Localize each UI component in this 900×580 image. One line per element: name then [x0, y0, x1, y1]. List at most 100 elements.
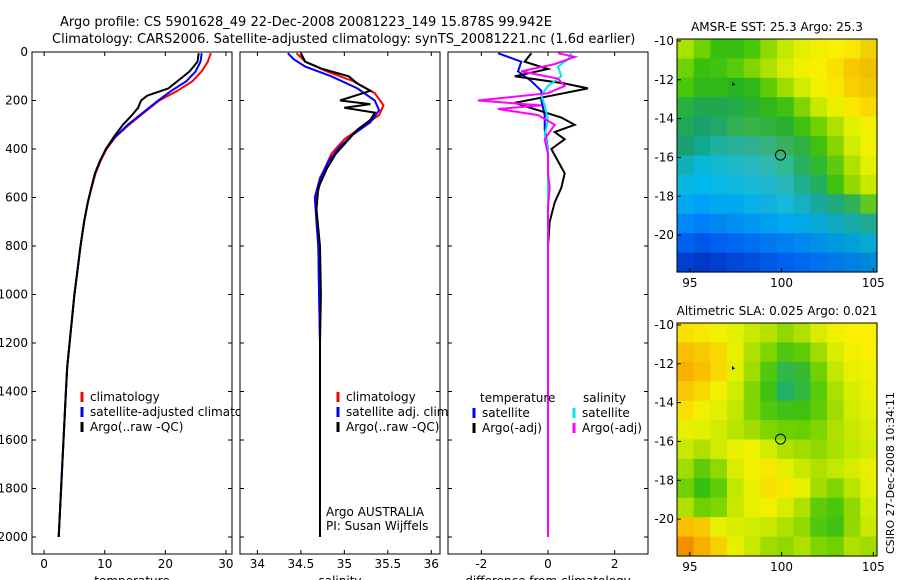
sst_map-cell — [727, 174, 745, 195]
sla_map-cell — [860, 381, 878, 402]
sst_map-cell — [860, 116, 878, 137]
sst_map-cell — [693, 136, 711, 157]
sla_map-cell — [860, 361, 878, 382]
sst_map-cell — [727, 252, 745, 273]
sla_map-cell — [693, 323, 711, 344]
sst_map-cell — [793, 77, 811, 98]
sst_map-cell — [693, 252, 711, 273]
sla_map-cell — [777, 323, 795, 344]
sst_map-ytick-label: -16 — [654, 150, 674, 164]
sst_map-cell — [743, 58, 761, 79]
sst_map-cell — [710, 252, 728, 273]
sla_map-cell — [743, 439, 761, 460]
sla_map-cell — [843, 400, 861, 421]
sla_map-cell — [677, 439, 695, 460]
sla_map-cell — [677, 517, 695, 538]
sst_map-cell — [810, 97, 828, 118]
temperature-ytick-label: 200 — [5, 94, 28, 108]
sst_map-cell — [810, 213, 828, 234]
sla_map-frame — [676, 322, 878, 557]
sla_map-cell — [677, 458, 695, 479]
sla_map-cell — [827, 478, 845, 499]
sst_map-cell — [760, 233, 778, 254]
sst_map-cell — [793, 213, 811, 234]
difference-legend-entry: Argo(-adj) — [482, 421, 542, 435]
sla_map-cell — [693, 536, 711, 557]
sla_map-cell — [727, 478, 745, 499]
difference-legend-entry: Argo(-adj) — [582, 421, 642, 435]
sst_map-cell — [827, 155, 845, 176]
sst_map-cell — [677, 136, 695, 157]
sla_map-cell — [693, 439, 711, 460]
sst_map-cell — [743, 233, 761, 254]
sla_map-cell — [860, 323, 878, 344]
sla-map-panel: 95 100 105 -10 -12 -14 -16 -18 -20 Altimetric SLA… — [654, 304, 884, 574]
sst_map-cell — [777, 77, 795, 98]
temperature-xlabel: temperature — [94, 574, 169, 580]
sla_map-cell — [710, 536, 728, 557]
sla_map-cell — [710, 361, 728, 382]
sst_map-cell — [677, 58, 695, 79]
sla_map-cell — [843, 381, 861, 402]
sst_map-ytick-label: -12 — [654, 73, 674, 87]
sst_map-cell — [843, 58, 861, 79]
sst_map-cell — [860, 233, 878, 254]
sst_map-cell — [710, 116, 728, 137]
sst_map-cell — [760, 116, 778, 137]
sla_map-cell — [727, 400, 745, 421]
sla_map-cell — [827, 361, 845, 382]
sla_map-cell — [727, 517, 745, 538]
sla_map-cell — [760, 323, 778, 344]
sst_map-cell — [743, 97, 761, 118]
figure-title-line2: Climatology: CARS2006. Satellite-adjuste… — [52, 32, 635, 47]
sst_map-cell — [843, 233, 861, 254]
sst_map-cell — [727, 39, 745, 60]
sla_map-cell — [743, 342, 761, 363]
sst_map-cell — [693, 77, 711, 98]
sst_map-cell — [727, 194, 745, 215]
sst_map-title: AMSR-E SST: 25.3 Argo: 25.3 — [691, 20, 863, 34]
sst_map-cell — [827, 194, 845, 215]
sla_map-cell — [777, 497, 795, 518]
sst_map-cell — [860, 39, 878, 60]
sst_map-cell — [677, 174, 695, 195]
sst_map-cell — [743, 136, 761, 157]
sst_map-cell — [760, 97, 778, 118]
salinity-xtick-label: 35 — [337, 557, 352, 571]
sla_map-cell — [827, 323, 845, 344]
sla_map-ytick-label: -20 — [654, 512, 674, 526]
sst_map-cell — [677, 213, 695, 234]
sst_map-cell — [860, 194, 878, 215]
sla_map-cell — [843, 517, 861, 538]
temperature-ytick-label: 1200 — [0, 336, 28, 350]
sla_map-cell — [843, 497, 861, 518]
sla_map-cell — [710, 439, 728, 460]
sst_map-cell — [727, 97, 745, 118]
sst_map-cell — [810, 39, 828, 60]
sla_map-cell — [843, 458, 861, 479]
temperature-legend-entry: satellite-adjusted climatology — [90, 405, 268, 419]
temperature-series-argo-raw-qc- — [57, 53, 200, 538]
sla_map-cell — [860, 517, 878, 538]
difference-xtick-label: -2 — [475, 557, 487, 571]
sst_map-cell — [777, 194, 795, 215]
sst_map-cell — [693, 116, 711, 137]
sla_map-cell — [777, 458, 795, 479]
sla_map-cell — [727, 420, 745, 441]
sst_map-cell — [760, 58, 778, 79]
sst_map-cell — [677, 39, 695, 60]
sst_map-cell — [810, 58, 828, 79]
sla_map-cell — [810, 381, 828, 402]
sst_map-cell — [843, 97, 861, 118]
sst_map-cell — [793, 116, 811, 137]
sst_map-cell — [677, 77, 695, 98]
sla_map-cell — [860, 478, 878, 499]
sla_map-cell — [760, 439, 778, 460]
sla_map-cell — [810, 420, 828, 441]
sla_map-cell — [810, 458, 828, 479]
sst_map-cell — [677, 233, 695, 254]
sla_map-cell — [727, 458, 745, 479]
temperature-ytick-label: 1400 — [0, 385, 28, 399]
sst_map-cell — [710, 97, 728, 118]
